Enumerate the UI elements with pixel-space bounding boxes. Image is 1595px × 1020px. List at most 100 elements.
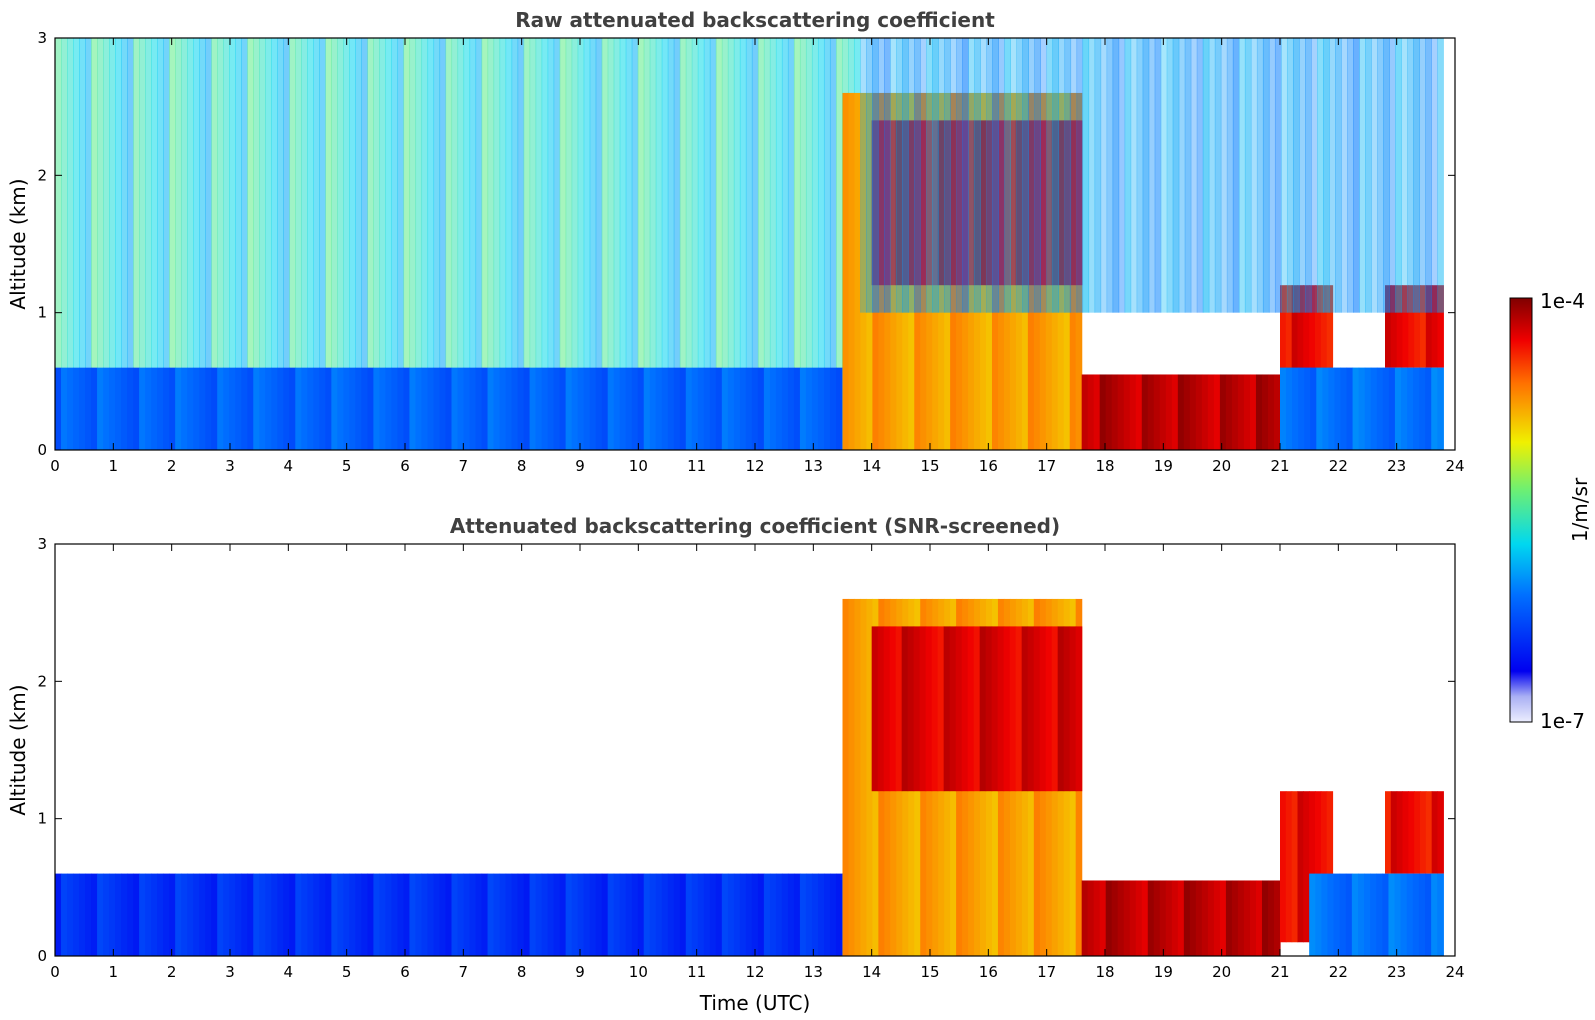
heatmap-cell bbox=[109, 873, 116, 956]
heatmap-cell bbox=[433, 38, 441, 368]
heatmap-cell bbox=[445, 367, 453, 450]
x-tick-label: 18 bbox=[1095, 963, 1114, 981]
x-tick-label: 1 bbox=[109, 963, 119, 981]
x-tick-label: 18 bbox=[1095, 457, 1114, 475]
heatmap-cell bbox=[1418, 873, 1426, 956]
heatmap-cell bbox=[577, 873, 585, 956]
heatmap-cell bbox=[271, 873, 278, 956]
heatmap-cell bbox=[1292, 38, 1300, 313]
heatmap-cell bbox=[493, 38, 501, 368]
heatmap-cell bbox=[968, 38, 975, 313]
heatmap-cell bbox=[229, 873, 236, 956]
heatmap-cell bbox=[661, 367, 669, 450]
heatmap-cell bbox=[271, 367, 278, 450]
heatmap-cell bbox=[607, 367, 615, 450]
heatmap-cell bbox=[109, 38, 116, 368]
heatmap-cell bbox=[1255, 880, 1263, 956]
heatmap-cell bbox=[271, 38, 278, 368]
heatmap-cell bbox=[1359, 38, 1366, 313]
heatmap-cell bbox=[61, 367, 68, 450]
heatmap-cell bbox=[1273, 374, 1281, 450]
heatmap-cell bbox=[1100, 38, 1108, 313]
heatmap-cell bbox=[1431, 791, 1439, 874]
heatmap-cell bbox=[103, 38, 110, 368]
heatmap-cell bbox=[1135, 374, 1143, 450]
heatmap-cell bbox=[1425, 285, 1433, 368]
x-tick-label: 5 bbox=[342, 457, 352, 475]
heatmap-cell bbox=[817, 873, 825, 956]
heatmap-cell bbox=[1027, 120, 1035, 286]
heatmap-cell bbox=[325, 873, 332, 956]
heatmap-cell bbox=[67, 873, 74, 956]
heatmap-cell bbox=[469, 873, 477, 956]
heatmap-cell bbox=[944, 38, 951, 313]
x-tick-label: 20 bbox=[1212, 963, 1231, 981]
heatmap-cell bbox=[1117, 880, 1125, 956]
heatmap-cell bbox=[739, 38, 747, 368]
heatmap-cell bbox=[613, 367, 621, 450]
heatmap-cell bbox=[745, 38, 753, 368]
heatmap-cell bbox=[145, 873, 152, 956]
heatmap-cell bbox=[247, 873, 254, 956]
heatmap-cell bbox=[1364, 873, 1371, 956]
heatmap-cell bbox=[637, 873, 645, 956]
heatmap-cell bbox=[955, 626, 963, 792]
heatmap-cell bbox=[547, 38, 555, 368]
heatmap-cell bbox=[547, 367, 555, 450]
heatmap-cell bbox=[1172, 38, 1180, 313]
heatmap-cell bbox=[799, 38, 807, 368]
heatmap-cell bbox=[151, 367, 158, 450]
heatmap-cell bbox=[685, 38, 693, 368]
heatmap-cell bbox=[1213, 880, 1221, 956]
heatmap-cell bbox=[1046, 38, 1054, 313]
heatmap-cell bbox=[721, 38, 729, 368]
heatmap-cell bbox=[997, 120, 1005, 286]
heatmap-cell bbox=[1437, 367, 1444, 450]
heatmap-cell bbox=[1385, 791, 1392, 874]
heatmap-cell bbox=[907, 120, 915, 286]
heatmap-cell bbox=[517, 367, 525, 450]
heatmap-cell bbox=[175, 367, 182, 450]
heatmap-cell bbox=[493, 873, 501, 956]
heatmap-cell bbox=[1310, 367, 1317, 450]
heatmap-cell bbox=[181, 38, 188, 368]
heatmap-cell bbox=[986, 38, 993, 313]
y-tick-label: 3 bbox=[37, 535, 47, 553]
heatmap-cell bbox=[1267, 374, 1275, 450]
heatmap-cell bbox=[163, 367, 170, 450]
x-tick-label: 12 bbox=[745, 457, 764, 475]
heatmap-cell bbox=[1431, 873, 1438, 956]
heatmap-cell bbox=[1028, 38, 1035, 313]
heatmap-cell bbox=[97, 367, 104, 450]
heatmap-cell bbox=[763, 873, 771, 956]
heatmap-cell bbox=[1321, 873, 1329, 956]
heatmap-cell bbox=[943, 626, 951, 792]
heatmap-cell bbox=[325, 38, 332, 368]
heatmap-cell bbox=[1291, 791, 1299, 943]
panel-raw-y-label: Altitude (km) bbox=[6, 178, 30, 309]
heatmap-cell bbox=[1135, 880, 1143, 956]
heatmap-cell bbox=[481, 873, 489, 956]
heatmap-cell bbox=[415, 38, 423, 368]
heatmap-cell bbox=[169, 367, 176, 450]
heatmap-cell bbox=[697, 873, 705, 956]
heatmap-cell bbox=[589, 367, 597, 450]
heatmap-cell bbox=[661, 38, 669, 368]
heatmap-cell bbox=[925, 626, 933, 792]
panel-screened-heatmap bbox=[55, 598, 1444, 956]
heatmap-cell bbox=[938, 38, 945, 313]
x-tick-label: 23 bbox=[1387, 963, 1406, 981]
heatmap-cell bbox=[931, 626, 939, 792]
heatmap-cell bbox=[1232, 38, 1240, 313]
heatmap-cell bbox=[409, 873, 417, 956]
heatmap-cell bbox=[139, 38, 146, 368]
heatmap-cell bbox=[1184, 38, 1192, 313]
heatmap-cell bbox=[511, 367, 519, 450]
heatmap-cell bbox=[1309, 873, 1316, 956]
x-tick-label: 17 bbox=[1037, 457, 1056, 475]
heatmap-cell bbox=[595, 873, 603, 956]
heatmap-cell bbox=[1159, 880, 1167, 956]
panel-raw: Raw attenuated backscattering coefficien… bbox=[6, 8, 1465, 475]
heatmap-cell bbox=[433, 873, 441, 956]
